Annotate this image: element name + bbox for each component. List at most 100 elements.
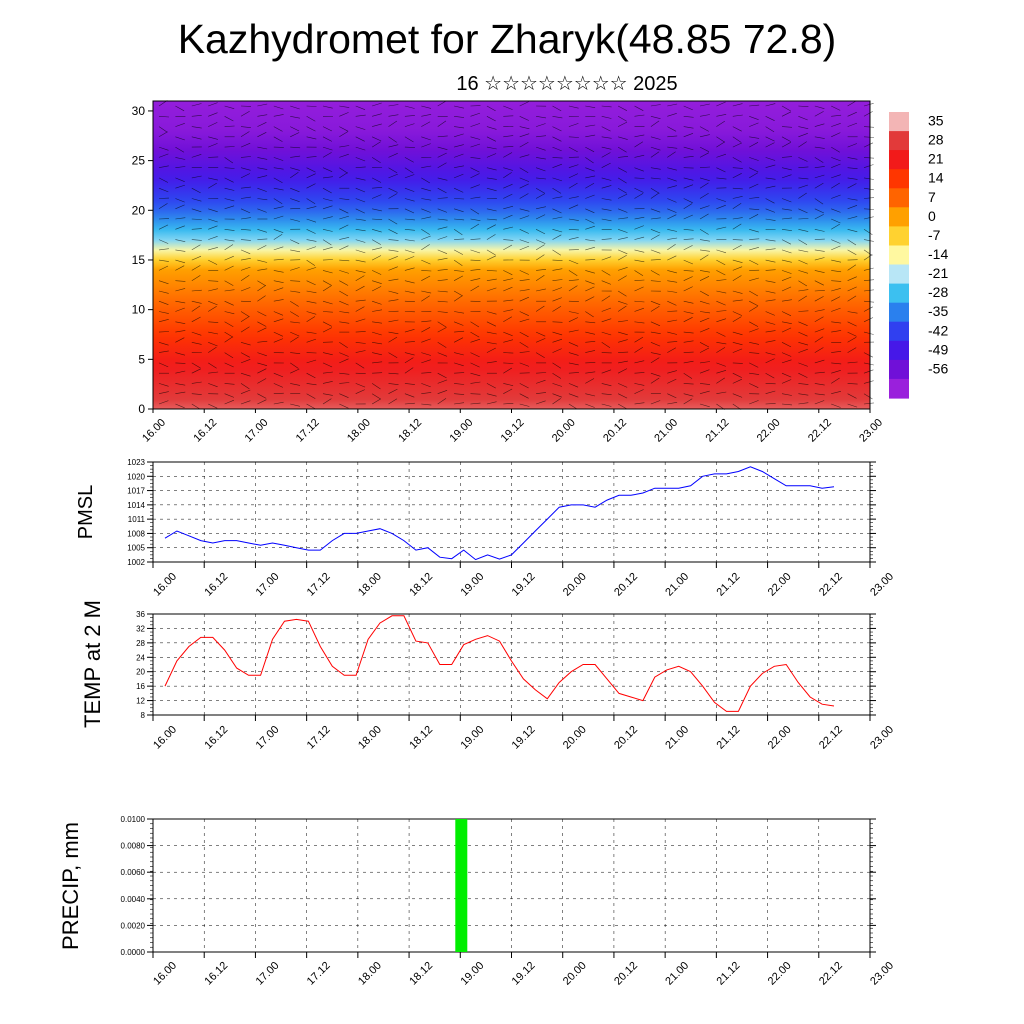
wind-barb <box>421 259 431 265</box>
wind-barb <box>749 183 759 189</box>
wind-barb <box>355 177 366 181</box>
wind-barb <box>667 126 677 132</box>
wind-barb <box>372 102 382 107</box>
wind-barb <box>716 114 727 117</box>
wind-barb <box>503 205 514 210</box>
wind-barb <box>257 132 267 138</box>
wind-barb <box>831 157 841 162</box>
wind-barb <box>650 120 660 127</box>
wind-barb <box>404 239 415 242</box>
wind-barb <box>765 321 776 325</box>
wind-barb <box>257 399 267 405</box>
wind-barb <box>388 352 398 358</box>
wind-barb <box>863 317 874 323</box>
cs-x-tick-label: 22.12 <box>806 417 834 445</box>
wind-barb <box>585 246 595 251</box>
wind-barb <box>421 114 432 117</box>
wind-barb <box>781 111 792 117</box>
wind-barb <box>273 299 284 302</box>
wind-barb <box>371 141 381 148</box>
wind-barb <box>716 101 726 107</box>
wind-barb <box>175 166 186 168</box>
wind-barb <box>781 379 792 384</box>
wind-barb <box>191 403 201 410</box>
wind-barb <box>240 126 251 128</box>
wind-barb <box>699 403 710 408</box>
wind-barb <box>568 182 578 189</box>
wind-barb <box>175 184 185 189</box>
precip-y-tick-label: 0.0020 <box>121 921 146 930</box>
precip-bar <box>455 819 468 952</box>
wind-barb <box>306 311 317 315</box>
wind-barb <box>175 249 186 252</box>
wind-barb <box>273 126 283 132</box>
wind-barb <box>634 141 644 148</box>
wind-barb <box>306 105 317 107</box>
wind-barb <box>519 116 529 121</box>
wind-barb <box>240 217 251 220</box>
wind-barb <box>814 146 825 149</box>
wind-barb <box>404 208 415 214</box>
wind-barb <box>552 321 563 323</box>
wind-barb <box>552 187 562 194</box>
wind-barb <box>454 383 465 385</box>
cs-x-tick-label: 16.12 <box>191 417 219 445</box>
wind-barb <box>240 156 251 158</box>
wind-barb <box>503 244 513 251</box>
wind-barb <box>765 299 776 302</box>
wind-barb <box>371 255 382 261</box>
wind-barb <box>306 198 316 204</box>
wind-barb <box>273 338 284 343</box>
wind-barb <box>388 120 398 127</box>
wind-barb <box>175 157 186 160</box>
wind-barb <box>372 309 383 312</box>
wind-barb <box>552 126 562 132</box>
wind-barb <box>798 393 809 396</box>
colorbar-label: 14 <box>928 170 944 186</box>
wind-barb <box>863 362 874 366</box>
wind-barb <box>650 177 661 180</box>
wind-barb <box>290 368 300 374</box>
wind-barb <box>552 348 562 353</box>
colorbar-swatch <box>889 321 909 342</box>
wind-barb <box>470 238 481 240</box>
precip-y-tick-label: 0.0080 <box>121 842 146 851</box>
wind-barb <box>699 205 710 210</box>
wind-barb <box>814 347 824 353</box>
wind-barb <box>191 300 202 304</box>
pmsl-y-tick-label: 1014 <box>127 501 145 510</box>
wind-barb <box>470 218 481 221</box>
wind-barb <box>273 233 283 240</box>
wind-barb <box>240 352 250 358</box>
wind-barb <box>847 286 857 292</box>
wind-barb <box>158 331 170 333</box>
wind-barb <box>372 247 382 251</box>
wind-barb <box>568 317 579 323</box>
wind-barb <box>814 328 825 333</box>
wind-barb <box>749 157 759 161</box>
wind-barb <box>552 249 562 256</box>
wind-barb <box>535 229 546 235</box>
wind-barb <box>257 114 268 117</box>
wind-barb <box>585 157 594 164</box>
wind-barb <box>175 217 186 220</box>
wind-barb <box>404 115 415 117</box>
wind-barb <box>535 338 546 343</box>
wind-barb <box>814 383 825 386</box>
wind-barb <box>716 318 727 323</box>
wind-barb <box>240 342 251 346</box>
wind-barb <box>290 198 300 202</box>
wind-barb <box>716 347 726 353</box>
wind-barb <box>814 393 825 396</box>
wind-barb <box>781 299 792 302</box>
wind-barb <box>257 327 267 333</box>
wind-barb <box>158 265 169 271</box>
wind-barb <box>650 249 661 254</box>
wind-barb <box>470 249 481 254</box>
wind-barb <box>798 208 808 214</box>
wind-barb <box>306 116 316 122</box>
wind-barb <box>158 146 169 151</box>
wind-barb <box>519 154 530 158</box>
wind-barb <box>454 270 465 272</box>
wind-barb <box>470 173 480 179</box>
